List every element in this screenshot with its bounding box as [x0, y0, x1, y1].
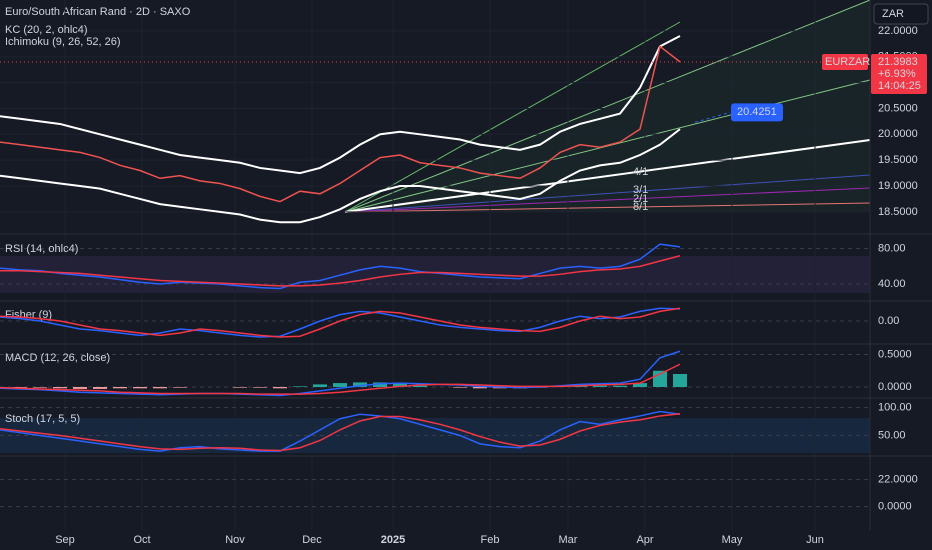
series-line — [0, 410, 681, 452]
series-line — [0, 45, 681, 203]
y-tick-label: 100.00 — [878, 401, 912, 413]
panel-label: Stoch (17, 5, 5) — [5, 413, 80, 425]
x-tick-label: Nov — [225, 534, 245, 546]
series-line — [0, 350, 681, 397]
marker-line — [694, 111, 731, 123]
histogram-bar — [133, 387, 147, 389]
histogram-bar — [13, 387, 27, 388]
histogram-bar — [253, 387, 267, 388]
histogram-bar — [73, 387, 87, 389]
fan-line — [344, 139, 871, 213]
x-tick-label: Apr — [636, 534, 653, 546]
fan-line — [344, 0, 871, 213]
fan-line — [344, 187, 871, 213]
histogram-bar — [33, 387, 47, 388]
panel-label: KC (20, 2, ohlc4) — [5, 24, 88, 36]
y-tick-label: 40.00 — [878, 278, 906, 290]
series-line — [0, 307, 681, 338]
series-line — [0, 363, 681, 395]
fan-label: 2/1 — [633, 193, 648, 205]
symbol-box — [822, 53, 868, 70]
y-tick-label: 0.5000 — [878, 348, 912, 360]
series-line — [0, 412, 681, 452]
panel-label: RSI (14, ohlc4) — [5, 243, 78, 255]
histogram-bar — [473, 387, 487, 389]
histogram-bar — [673, 374, 687, 387]
histogram-bar — [313, 384, 327, 387]
x-tick-label: Dec — [302, 534, 322, 546]
change: +6.93% — [878, 68, 916, 80]
rsi-band — [0, 256, 870, 293]
histogram-bar — [393, 383, 407, 387]
y-tick-label: 0.0000 — [878, 381, 912, 393]
histogram-bar — [173, 387, 187, 388]
y-tick-label: 19.0000 — [878, 180, 918, 192]
histogram-bar — [93, 387, 107, 389]
histogram-bar — [153, 387, 167, 389]
histogram-bar — [113, 387, 127, 389]
chart-title: Euro/South African Rand · 2D · SAXO — [5, 6, 191, 18]
panel-label: MACD (12, 26, close) — [5, 352, 110, 364]
panel-label: Ichimoku (9, 26, 52, 26) — [5, 36, 121, 48]
y-tick-label: 18.5000 — [878, 206, 918, 218]
histogram-bar — [273, 387, 287, 389]
histogram-bar — [373, 382, 387, 387]
histogram-bar — [633, 383, 647, 387]
histogram-bar — [453, 387, 467, 388]
series-line — [0, 254, 681, 287]
series-line — [0, 35, 681, 175]
currency: ZAR — [882, 8, 904, 20]
currency-box — [873, 3, 929, 25]
y-tick-label: 50.00 — [878, 429, 906, 441]
x-tick-label: May — [722, 534, 743, 546]
y-tick-label: 0.00 — [878, 315, 899, 327]
marker-label: 20.4251 — [737, 106, 777, 118]
histogram-bar — [233, 387, 247, 388]
y-tick-label: 19.5000 — [878, 154, 918, 166]
y-tick-label: 22.0000 — [878, 25, 918, 37]
fan-label: 3/1 — [633, 184, 648, 196]
histogram-bar — [613, 385, 627, 387]
histogram-bar — [333, 383, 347, 387]
y-tick-label: 20.0000 — [878, 128, 918, 140]
y-tick-label: 0.0000 — [878, 501, 912, 513]
histogram-bar — [413, 385, 427, 387]
x-tick-label: 2025 — [381, 534, 405, 546]
series-line — [0, 128, 681, 224]
fan-line — [344, 21, 681, 213]
series-line — [0, 243, 681, 290]
x-tick-label: Mar — [559, 534, 578, 546]
series-line — [0, 307, 681, 338]
fan-label: 8/1 — [633, 201, 648, 213]
fan-label: 4/1 — [633, 166, 648, 178]
symbol-label: EURZAR — [825, 56, 870, 68]
last-price: 21.3983 — [878, 56, 918, 68]
x-tick-label: Feb — [481, 534, 500, 546]
x-tick-label: Jun — [806, 534, 824, 546]
histogram-bar — [293, 386, 307, 387]
histogram-bar — [593, 385, 607, 387]
countdown: 14:04:25 — [878, 80, 921, 92]
fan-line — [344, 174, 871, 213]
x-tick-label: Oct — [133, 534, 150, 546]
histogram-bar — [53, 387, 67, 389]
y-tick-label: 22.0000 — [878, 474, 918, 486]
y-tick-label: 20.5000 — [878, 102, 918, 114]
x-tick-label: Sep — [55, 534, 75, 546]
fan-line — [344, 202, 871, 213]
fib-fan — [344, 0, 871, 213]
y-tick-label: 80.00 — [878, 243, 906, 255]
price-box — [871, 53, 927, 94]
marker-box — [731, 103, 783, 122]
histogram-bar — [353, 382, 367, 387]
